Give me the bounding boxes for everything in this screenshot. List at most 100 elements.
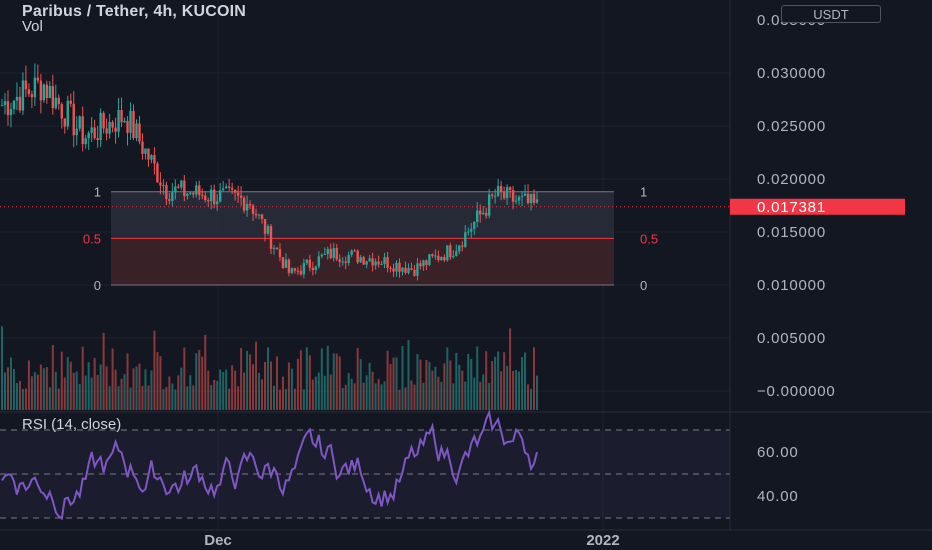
candle-body	[36, 77, 40, 81]
candle-body	[302, 262, 306, 275]
volume-bar	[66, 357, 69, 410]
candle-body	[290, 268, 294, 273]
candle-body	[449, 245, 452, 258]
candle-body	[529, 193, 533, 204]
volume-bar	[93, 358, 96, 410]
currency-button[interactable]: USDT	[781, 5, 881, 23]
volume-bar	[296, 358, 299, 410]
candle-body	[9, 109, 13, 116]
candle-body	[499, 186, 503, 193]
candle-body	[383, 257, 386, 265]
rsi-tick-label: 60.00	[757, 444, 799, 461]
time-axis[interactable]: Dec 2022	[204, 532, 619, 549]
volume-legend[interactable]: Vol	[22, 18, 43, 35]
volume-bar	[42, 368, 45, 410]
candle-body	[6, 101, 10, 116]
candle-body	[520, 195, 524, 197]
volume-bar	[231, 365, 234, 410]
candlestick-series	[0, 63, 539, 281]
candle-body	[0, 105, 4, 107]
candle-body	[311, 267, 315, 270]
volume-bar	[261, 379, 264, 410]
candle-body	[487, 194, 491, 216]
volume-bar	[479, 381, 482, 410]
volume-bar	[243, 372, 246, 410]
volume-bar	[177, 375, 180, 410]
rsi-legend[interactable]: RSI (14, close)	[22, 416, 122, 433]
volume-bar	[252, 364, 255, 410]
candle-body	[284, 259, 288, 268]
candle-body	[27, 89, 31, 95]
volume-bar	[138, 363, 141, 410]
volume-bar	[506, 365, 509, 410]
fib-level-label-left: 0.5	[83, 231, 101, 246]
candle-body	[33, 77, 37, 98]
volume-bar	[485, 351, 488, 410]
volume-bar	[467, 353, 470, 410]
volume-bar	[153, 330, 156, 410]
volume-bar	[269, 361, 272, 410]
volume-bar	[207, 370, 210, 410]
price-tick-label: 0.005000	[757, 330, 826, 347]
volume-bar	[234, 370, 237, 410]
volume-bar	[473, 377, 476, 410]
candle-body	[320, 254, 324, 257]
candle-body	[296, 270, 300, 272]
candle-body	[356, 250, 359, 263]
candle-body	[236, 192, 240, 196]
volume-bar	[395, 357, 398, 410]
candle-body	[398, 262, 401, 272]
volume-bar	[347, 372, 350, 410]
candle-body	[476, 210, 479, 222]
candle-body	[523, 193, 527, 196]
volume-bar	[407, 340, 410, 410]
candle-body	[114, 127, 117, 132]
volume-bar	[63, 377, 66, 410]
candle-body	[484, 212, 488, 216]
candle-body	[21, 80, 25, 111]
symbol-title[interactable]: Paribus / Tether, 4h, KUCOIN	[22, 3, 247, 20]
candle-body	[440, 257, 443, 261]
volume-bar	[428, 362, 431, 410]
volume-bar	[144, 369, 147, 410]
volume-bar	[9, 357, 12, 410]
price-axis[interactable]: 0.0350000.0300000.0250000.0200000.015000…	[730, 12, 905, 400]
volume-bar	[455, 352, 458, 410]
rsi-tick-label: 40.00	[757, 488, 799, 505]
candle-body	[248, 204, 252, 206]
candle-body	[198, 185, 201, 195]
volume-bar	[108, 386, 111, 410]
volume-bar	[536, 375, 538, 410]
candle-body	[72, 103, 75, 136]
candle-body	[467, 231, 470, 233]
candle-body	[490, 194, 494, 196]
volume-bar	[332, 353, 335, 410]
volume-bar	[371, 371, 374, 410]
volume-bar	[54, 371, 57, 410]
candle-body	[251, 205, 255, 214]
candle-body	[15, 96, 19, 101]
volume-bar	[374, 383, 377, 410]
time-axis-label: Dec	[204, 532, 232, 549]
volume-bar	[84, 375, 87, 410]
candle-body	[120, 110, 123, 123]
candle-body	[281, 257, 285, 268]
candle-body	[12, 100, 16, 110]
candle-body	[135, 123, 138, 139]
candle-body	[341, 261, 344, 263]
price-tick-label: 0.030000	[757, 65, 826, 82]
candle-body	[138, 123, 141, 142]
candle-body	[395, 262, 398, 272]
candle-body	[359, 257, 362, 263]
volume-bar	[476, 346, 479, 410]
volume-bar	[302, 389, 305, 410]
volume-bar	[174, 389, 177, 410]
volume-bar	[365, 375, 368, 410]
volume-bar	[527, 384, 530, 410]
volume-bar	[117, 386, 120, 410]
candle-body	[18, 96, 22, 111]
candle-body	[153, 155, 156, 164]
candle-body	[419, 263, 422, 267]
volume-bar	[443, 363, 446, 410]
